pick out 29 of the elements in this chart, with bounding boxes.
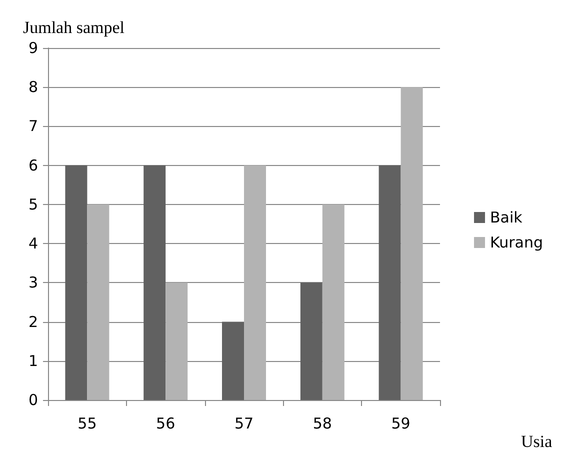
x-axis-title: Usia bbox=[521, 432, 553, 451]
y-axis-title: Jumlah sampel bbox=[23, 18, 125, 37]
y-tick-label: 7 bbox=[28, 117, 38, 136]
bar bbox=[166, 282, 188, 400]
legend-label: Baik bbox=[490, 208, 523, 226]
y-tick-label: 1 bbox=[28, 352, 38, 370]
y-tick-label: 2 bbox=[28, 312, 38, 331]
legend-label: Kurang bbox=[490, 234, 543, 252]
bar bbox=[144, 165, 166, 400]
y-tick-label: 8 bbox=[28, 78, 38, 96]
bar bbox=[244, 165, 266, 400]
x-tick-label: 56 bbox=[156, 414, 176, 432]
y-tick-label: 9 bbox=[28, 39, 38, 57]
y-tick-label: 5 bbox=[28, 195, 38, 214]
x-tick-label: 55 bbox=[78, 414, 97, 432]
bar bbox=[65, 165, 88, 400]
x-tick-label: 58 bbox=[312, 414, 332, 432]
y-tick-label: 4 bbox=[28, 234, 38, 253]
bar bbox=[400, 87, 423, 400]
x-tick-label: 57 bbox=[234, 414, 254, 432]
bar bbox=[87, 204, 110, 400]
bar bbox=[378, 165, 401, 400]
bar bbox=[222, 322, 244, 400]
bar bbox=[300, 282, 322, 400]
y-tick-label: 3 bbox=[28, 274, 38, 292]
y-tick-label: 6 bbox=[28, 156, 38, 174]
bar bbox=[322, 204, 344, 400]
x-tick-label: 59 bbox=[391, 414, 410, 432]
y-tick-label: 0 bbox=[28, 391, 38, 409]
